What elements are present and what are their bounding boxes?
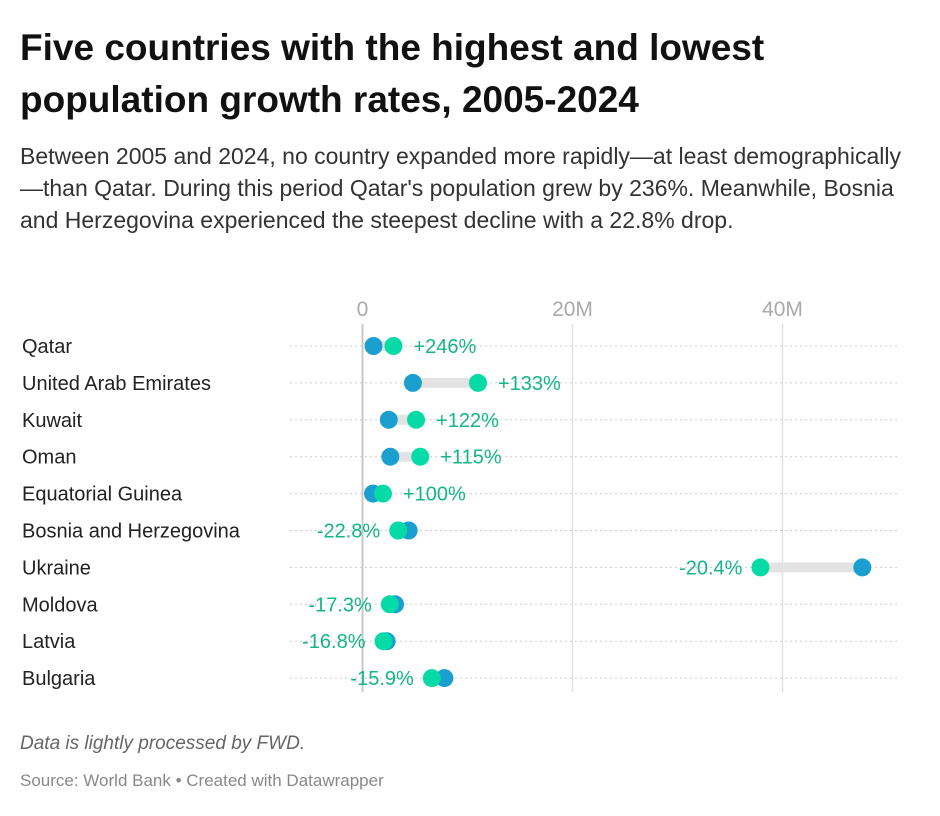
dot-2024 — [751, 558, 770, 577]
data-label: +246% — [413, 336, 476, 358]
data-label: -17.3% — [308, 594, 372, 616]
dot-2024 — [422, 669, 441, 688]
category-label: Oman — [22, 447, 76, 469]
dot-2005 — [364, 337, 383, 355]
dot-2005 — [435, 669, 454, 688]
data-label: +122% — [436, 410, 499, 432]
dot-2005 — [403, 373, 422, 392]
dot-2024 — [407, 410, 426, 429]
dot-2024 — [469, 373, 487, 392]
category-label: Kuwait — [22, 410, 82, 432]
category-label: Bulgaria — [22, 668, 96, 690]
dot-2024 — [384, 337, 403, 355]
category-label: United Arab Emirates — [22, 373, 211, 395]
dot-2024 — [380, 595, 399, 614]
category-label: Bosnia and Herzegovina — [22, 521, 241, 543]
x-tick-label: 20M — [552, 298, 593, 321]
category-label: Ukraine — [22, 557, 91, 579]
x-tick-label: 0 — [357, 298, 369, 321]
data-label: -22.8% — [317, 521, 381, 543]
data-label: +100% — [403, 484, 466, 506]
dot-2024 — [389, 521, 408, 540]
category-label: Qatar — [22, 336, 72, 358]
dot-2005 — [853, 558, 872, 577]
chart-title: Five countries with the highest and lowe… — [20, 27, 765, 120]
data-label: +115% — [440, 447, 502, 469]
data-note: Data is lightly processed by FWD. — [20, 733, 306, 754]
dot-range-chart: 0 20M 40M Qatar +246% United Arab Emirates +13… — [22, 298, 898, 692]
data-label: -15.9% — [350, 668, 414, 690]
chart-subtitle: Between 2005 and 2024, no country expand… — [20, 143, 901, 233]
x-tick-label: 40M — [762, 298, 803, 321]
dot-2024 — [373, 484, 392, 503]
dot-2005 — [379, 410, 398, 429]
data-label: +133% — [498, 373, 561, 395]
category-label: Latvia — [22, 631, 76, 653]
data-label: -20.4% — [679, 557, 743, 579]
source-footer: Source: World Bank • Created with Datawr… — [20, 771, 384, 790]
dot-2005 — [381, 447, 400, 466]
dot-2024 — [411, 447, 430, 466]
category-label: Equatorial Guinea — [22, 484, 183, 506]
category-label: Moldova — [22, 594, 98, 616]
data-label: -16.8% — [302, 631, 366, 653]
dot-2024 — [374, 632, 393, 651]
